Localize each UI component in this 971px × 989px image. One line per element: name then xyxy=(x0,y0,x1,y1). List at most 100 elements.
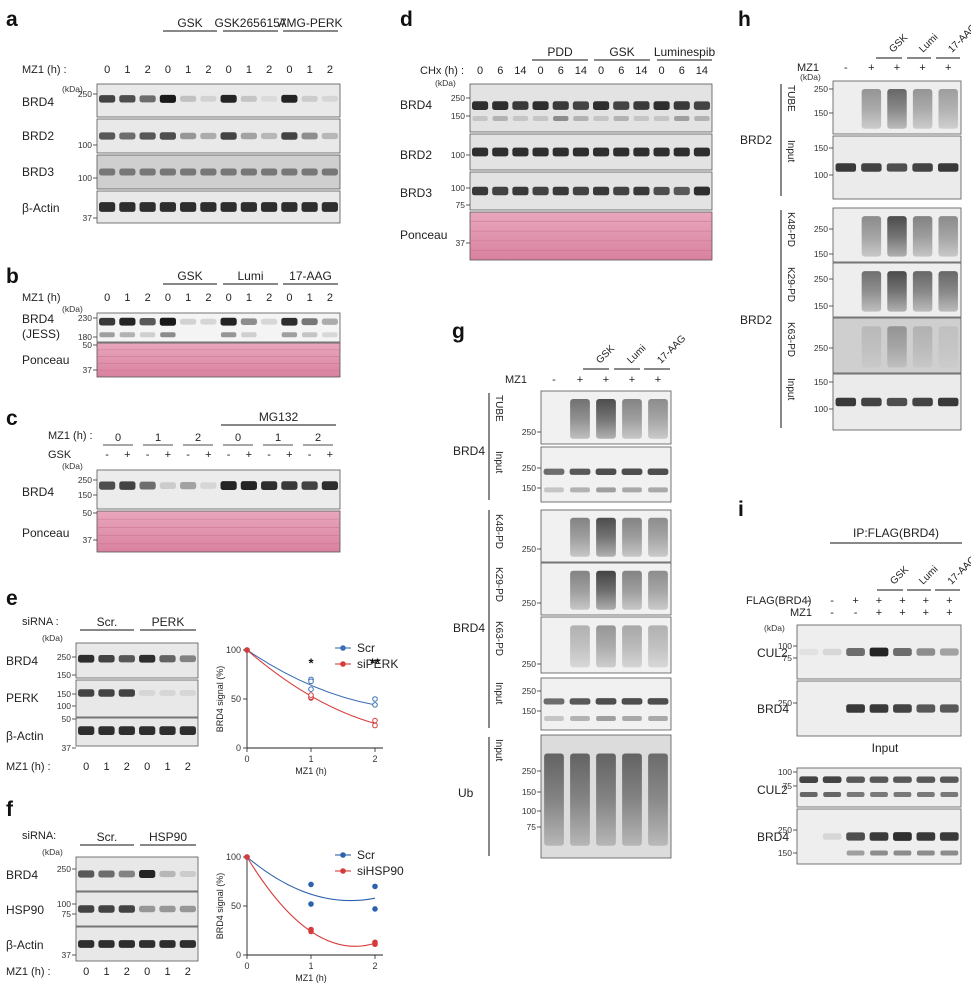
band xyxy=(823,792,842,798)
band xyxy=(321,132,338,140)
band xyxy=(119,168,136,176)
lane-label: 0 xyxy=(104,292,110,304)
treatment-label: MZ1 (h) : xyxy=(22,64,67,76)
band xyxy=(200,132,217,140)
mw-marker: 250 xyxy=(522,463,536,473)
ubiquitin-smear xyxy=(570,570,590,610)
band xyxy=(552,147,569,157)
drug-label: 17-AAG xyxy=(946,22,971,55)
band xyxy=(261,168,278,176)
band xyxy=(552,101,569,110)
blot-label: HSP90 xyxy=(6,903,44,917)
treatment-label: MZ1 xyxy=(790,607,812,619)
lane-label: 1 xyxy=(246,64,252,76)
blot-label: BRD4 xyxy=(6,654,38,668)
ponceau-stain xyxy=(96,510,341,553)
band xyxy=(916,776,936,783)
band xyxy=(886,163,908,172)
lane-label: + xyxy=(603,374,609,386)
band xyxy=(512,186,529,196)
group-label: GSK2656157 xyxy=(214,16,286,30)
lane-label: 6 xyxy=(679,65,685,77)
blot-label: Ponceau xyxy=(22,353,69,367)
lane-label: - xyxy=(552,374,556,386)
band xyxy=(693,101,710,110)
band xyxy=(593,186,610,196)
band xyxy=(240,95,257,102)
ubiquitin-smear xyxy=(596,570,616,610)
data-point xyxy=(372,722,378,729)
lane-label: 0 xyxy=(165,64,171,76)
band xyxy=(99,202,116,212)
data-point xyxy=(372,696,378,702)
band xyxy=(869,832,889,841)
band xyxy=(179,871,196,877)
band xyxy=(119,202,136,212)
treatment-label: MZ1 (h) xyxy=(22,292,61,304)
band xyxy=(937,397,959,407)
blot-label: β-Actin xyxy=(6,729,44,743)
treatment-label: CHx (h) : xyxy=(420,65,464,77)
band xyxy=(159,94,176,103)
lane-label: 0 xyxy=(144,761,150,773)
band xyxy=(179,905,196,913)
drug-label: 17-AAG xyxy=(655,333,688,366)
x-tick-label: 2 xyxy=(372,754,377,764)
lane-label: 14 xyxy=(635,65,647,77)
blot-label: BRD4 xyxy=(22,95,54,109)
band xyxy=(861,163,882,172)
lane-label: 0 xyxy=(104,64,110,76)
band xyxy=(674,116,690,122)
x-axis-label: MZ1 (h) xyxy=(295,973,327,983)
mw-marker: 50 xyxy=(83,340,93,350)
band xyxy=(119,332,136,338)
ubiquitin-smear xyxy=(887,326,907,368)
input-label: Input xyxy=(872,741,899,755)
fit-curve-Scr xyxy=(246,856,376,902)
band xyxy=(200,482,217,489)
band xyxy=(622,487,642,493)
band xyxy=(281,332,298,338)
band xyxy=(633,101,650,110)
band xyxy=(240,132,257,140)
lane-label: 1 xyxy=(155,432,161,444)
lane-label: 2 xyxy=(145,64,151,76)
band xyxy=(99,95,116,103)
panel-c xyxy=(93,424,341,553)
band xyxy=(200,202,217,212)
band xyxy=(159,202,176,212)
band xyxy=(139,481,156,490)
mw-marker: 150 xyxy=(814,108,828,118)
data-point xyxy=(244,854,250,860)
blot-strip xyxy=(75,856,199,892)
mw-marker: 100 xyxy=(78,140,92,150)
band xyxy=(139,95,156,103)
lane-label: + xyxy=(923,607,929,619)
band xyxy=(281,132,298,140)
panel-h xyxy=(780,57,962,431)
significance-mark: * xyxy=(308,656,314,671)
band xyxy=(916,832,936,841)
kda-label: (kDa) xyxy=(800,72,821,82)
lane-label: + xyxy=(629,374,635,386)
blot-strip xyxy=(96,312,341,343)
ubiquitin-smear xyxy=(648,398,668,439)
band xyxy=(118,940,135,948)
y-tick-label: 100 xyxy=(226,852,241,862)
band xyxy=(595,468,617,475)
band xyxy=(673,186,690,196)
mw-marker: 250 xyxy=(778,825,792,835)
group-label: GSK xyxy=(609,45,634,59)
band xyxy=(98,905,115,913)
mw-marker: 75 xyxy=(456,200,466,210)
band xyxy=(613,147,630,157)
lane-label: + xyxy=(165,449,171,461)
lane-label: - xyxy=(854,607,858,619)
target-label: Ub xyxy=(458,786,474,800)
mw-marker: 50 xyxy=(83,508,93,518)
band xyxy=(544,487,564,493)
lane-label: 2 xyxy=(205,292,211,304)
lane-label: 6 xyxy=(618,65,624,77)
lane-label: - xyxy=(146,449,150,461)
band xyxy=(261,95,278,102)
